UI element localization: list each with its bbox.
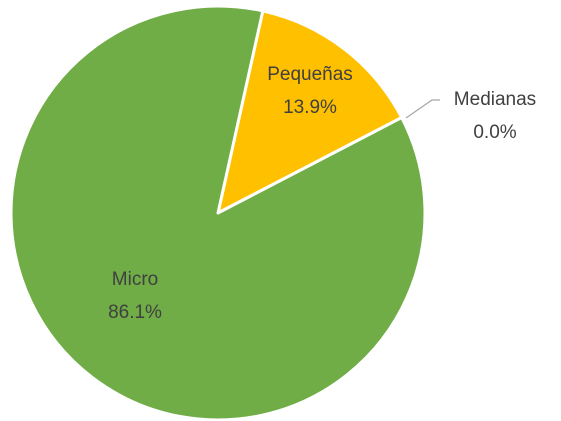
slice-value-label: 13.9% bbox=[283, 97, 337, 118]
slice-label: Pequeñas bbox=[267, 64, 353, 85]
slice-value-label: 0.0% bbox=[473, 122, 516, 143]
slice-label: Medianas bbox=[454, 89, 536, 110]
slice-value-label: 86.1% bbox=[108, 302, 162, 323]
pie-slice bbox=[216, 9, 404, 215]
leader-line bbox=[405, 99, 440, 119]
slice-label: Micro bbox=[112, 269, 158, 290]
pie-slice bbox=[9, 4, 427, 421]
